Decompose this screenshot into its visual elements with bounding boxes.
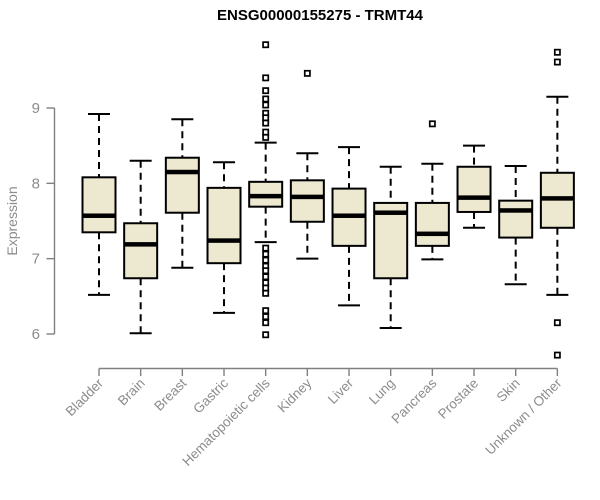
boxplot-kidney bbox=[289, 69, 325, 260]
outlier-point bbox=[303, 69, 311, 77]
median-line bbox=[290, 194, 324, 200]
outlier-point bbox=[262, 289, 270, 297]
x-tick-label-prostate: Prostate bbox=[435, 376, 481, 422]
x-tick-label-unknown-other: Unknown / Other bbox=[482, 375, 565, 458]
outlier-point bbox=[262, 284, 270, 292]
outlier-point bbox=[262, 74, 270, 82]
outlier-point bbox=[262, 319, 270, 327]
boxplot-lung bbox=[373, 165, 409, 329]
x-tick-label-brain: Brain bbox=[115, 376, 148, 409]
boxplot-liver bbox=[331, 146, 367, 307]
y-axis-title: Expression bbox=[4, 186, 20, 255]
x-tick-label-liver: Liver bbox=[325, 375, 357, 407]
y-tick-label: 9 bbox=[32, 100, 40, 117]
x-tick-label-lung: Lung bbox=[366, 376, 398, 408]
median-line bbox=[332, 213, 366, 218]
x-tick-label-kidney: Kidney bbox=[275, 375, 315, 415]
boxplot-gastric bbox=[206, 161, 242, 314]
iqr-box bbox=[414, 201, 450, 247]
outlier-point bbox=[428, 120, 436, 128]
iqr-box bbox=[289, 179, 325, 223]
outlier-point bbox=[262, 307, 270, 315]
outlier-point bbox=[262, 101, 270, 109]
outlier-point bbox=[262, 95, 270, 103]
outlier-point bbox=[553, 351, 561, 359]
boxplot-unknown-other bbox=[539, 48, 575, 359]
x-tick-label-pancreas: Pancreas bbox=[389, 375, 440, 426]
y-tick-label: 7 bbox=[32, 251, 40, 268]
y-tick-label: 8 bbox=[32, 175, 40, 192]
boxplot-pancreas bbox=[414, 120, 450, 261]
outlier-point bbox=[262, 267, 270, 275]
iqr-box bbox=[123, 222, 159, 280]
median-line bbox=[249, 193, 283, 199]
x-tick-label-breast: Breast bbox=[151, 375, 189, 413]
iqr-box bbox=[206, 186, 242, 265]
y-tick-label: 6 bbox=[32, 326, 40, 343]
iqr-box bbox=[164, 156, 200, 214]
outlier-point bbox=[262, 313, 270, 321]
outlier-point bbox=[262, 114, 270, 122]
outlier-point bbox=[262, 41, 270, 49]
x-tick-label-gastric: Gastric bbox=[190, 375, 231, 416]
boxplot-prostate bbox=[456, 144, 492, 229]
boxplot-brain bbox=[123, 159, 159, 335]
outlier-point bbox=[262, 256, 270, 264]
outlier-point bbox=[262, 250, 270, 258]
median-line bbox=[457, 195, 491, 200]
iqr-box bbox=[498, 199, 534, 239]
outlier-point bbox=[262, 119, 270, 127]
outlier-point bbox=[262, 279, 270, 287]
median-line bbox=[124, 242, 158, 247]
median-line bbox=[82, 213, 116, 218]
median-line bbox=[165, 169, 199, 175]
outlier-point bbox=[553, 319, 561, 327]
outlier-point bbox=[262, 87, 270, 95]
iqr-box bbox=[81, 176, 117, 234]
boxplot-breast bbox=[164, 118, 200, 269]
boxplot-skin bbox=[498, 165, 534, 286]
outlier-point bbox=[262, 133, 270, 141]
chart-title: ENSG00000155275 - TRMT44 bbox=[217, 7, 423, 24]
boxplot-bladder bbox=[81, 113, 117, 296]
outlier-point bbox=[262, 128, 270, 136]
median-line bbox=[415, 231, 449, 237]
outlier-point bbox=[553, 48, 561, 56]
median-line bbox=[540, 196, 574, 201]
x-tick-label-skin: Skin bbox=[494, 376, 523, 405]
median-line bbox=[207, 238, 241, 243]
iqr-box bbox=[456, 165, 492, 213]
outlier-point bbox=[262, 273, 270, 281]
median-line bbox=[499, 208, 533, 213]
boxplot-hematopoietic-cells bbox=[248, 41, 284, 339]
median-line bbox=[374, 210, 408, 215]
outlier-point bbox=[553, 58, 561, 66]
iqr-box bbox=[373, 201, 409, 280]
outlier-point bbox=[262, 244, 270, 252]
outlier-point bbox=[262, 331, 270, 339]
x-tick-label-bladder: Bladder bbox=[63, 375, 107, 419]
